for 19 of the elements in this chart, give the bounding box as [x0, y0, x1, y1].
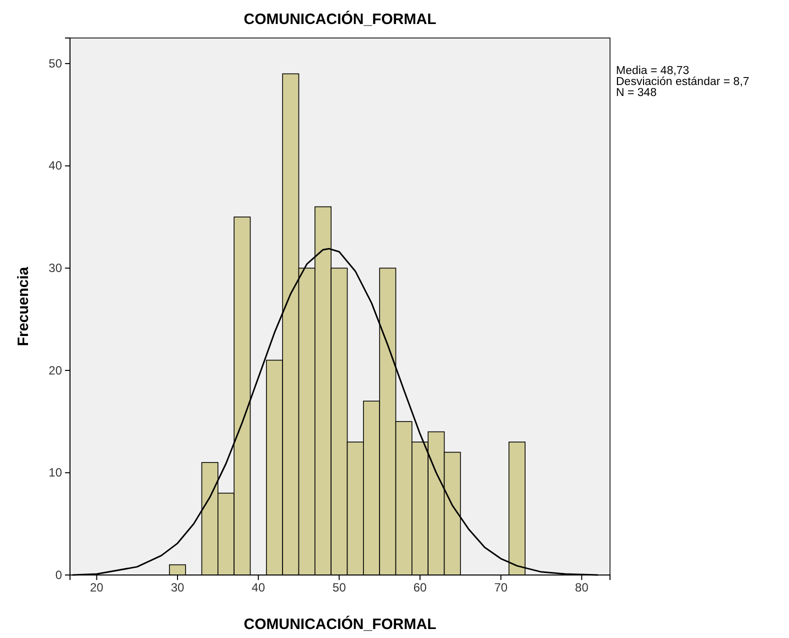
text: Desviación estándar = 8,7: [616, 76, 750, 88]
y-tick-label: 30: [48, 260, 62, 275]
x-tick-label: 20: [90, 580, 104, 595]
x-tick-label: 60: [413, 580, 428, 595]
y-axis-title: Frecuencia: [15, 266, 32, 346]
x-tick-label: 50: [332, 580, 346, 595]
x-axis-title: COMUNICACIÓN_FORMAL: [244, 615, 436, 633]
x-tick-label: 40: [252, 580, 266, 595]
x-tick-label: 70: [494, 580, 508, 595]
text: Media = 48,73: [616, 65, 690, 77]
y-tick-label: 50: [48, 56, 62, 70]
chart-title: COMUNICACIÓN_FORMAL: [244, 10, 436, 28]
y-tick-label: 0: [55, 568, 62, 582]
y-tick-label: 40: [48, 158, 62, 173]
y-tick-label: 10: [48, 466, 62, 480]
y-tick-label: 20: [48, 363, 62, 378]
x-tick-label: 80: [575, 580, 589, 595]
text: N = 348: [616, 87, 657, 99]
x-tick-label: 30: [170, 580, 185, 595]
